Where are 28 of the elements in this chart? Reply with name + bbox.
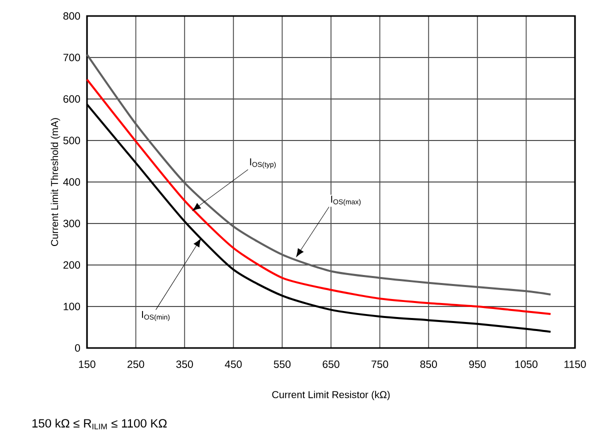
x-tick-label: 950 <box>469 360 486 368</box>
y-axis-title: Current Limit Threshold (mA) <box>50 118 60 246</box>
y-tick-label: 300 <box>63 220 80 228</box>
x-tick-label: 1050 <box>515 360 538 368</box>
x-tick-label: 250 <box>128 360 144 368</box>
y-tick-label: 400 <box>63 178 80 186</box>
x-tick-label: 650 <box>322 360 340 368</box>
x-tick-label: 1150 <box>564 360 586 368</box>
line-series <box>86 78 552 315</box>
x-tick-label: 850 <box>420 360 437 368</box>
x-tick-label: 150 <box>79 360 96 368</box>
x-tick-label: 750 <box>372 360 388 368</box>
line-series <box>86 54 552 296</box>
annotation: I$_{OS(typ)}$ <box>250 158 276 168</box>
annotation: I$_{OS(max)}$ <box>331 196 361 206</box>
y-tick-label: 0 <box>75 344 80 352</box>
y-tick-label: 100 <box>64 302 80 310</box>
x-tick-label: 350 <box>176 360 193 368</box>
y-tick-label: 200 <box>63 261 80 269</box>
annotation: I$_{OS(min)}$ <box>142 311 170 321</box>
text: 150 kΩ ≤ R$_{ILIM}$ ≤ 1100 KΩ <box>32 418 167 430</box>
x-tick-label: 450 <box>224 360 242 368</box>
y-tick-label: 700 <box>63 54 80 62</box>
x-tick-label: 550 <box>274 360 291 368</box>
y-tick-label: 600 <box>63 95 80 103</box>
x-axis-title: Current Limit Resistor (kΩ) <box>272 390 390 400</box>
y-tick-label: 800 <box>63 12 80 20</box>
y-tick-label: 500 <box>63 136 80 144</box>
